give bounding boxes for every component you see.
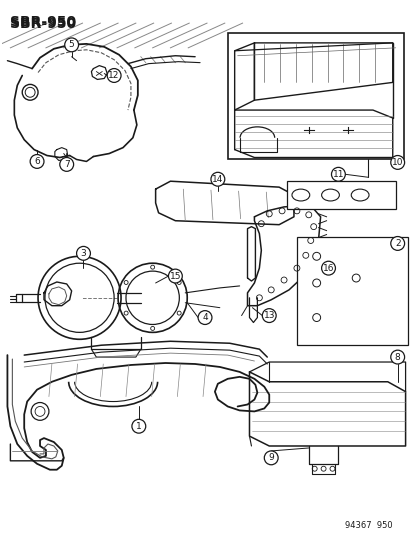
Text: 94367  950: 94367 950	[344, 521, 392, 530]
Text: 3: 3	[81, 249, 86, 258]
Circle shape	[198, 311, 211, 325]
Circle shape	[124, 280, 128, 285]
Text: 6: 6	[34, 157, 40, 166]
Circle shape	[168, 269, 182, 283]
Text: SBR-950: SBR-950	[10, 15, 76, 29]
Circle shape	[331, 167, 344, 181]
Bar	[286, 181, 395, 209]
Text: 15: 15	[169, 271, 181, 280]
Text: SBR-950: SBR-950	[10, 17, 76, 31]
Circle shape	[132, 419, 145, 433]
Text: 11: 11	[332, 170, 343, 179]
Circle shape	[30, 155, 44, 168]
Bar	[227, 33, 403, 159]
Circle shape	[263, 451, 278, 465]
Circle shape	[59, 157, 74, 171]
Circle shape	[177, 311, 181, 315]
Circle shape	[390, 156, 404, 169]
Text: 14: 14	[212, 175, 223, 184]
Circle shape	[64, 38, 78, 52]
Text: 2: 2	[394, 239, 399, 248]
Circle shape	[107, 69, 121, 83]
Text: 8: 8	[394, 352, 400, 361]
Circle shape	[390, 350, 404, 364]
Circle shape	[177, 280, 181, 285]
Text: 9: 9	[268, 454, 273, 462]
Text: 13: 13	[263, 311, 274, 320]
Text: 5: 5	[69, 41, 74, 50]
Text: 4: 4	[202, 313, 207, 322]
Text: 1: 1	[135, 422, 141, 431]
Text: 10: 10	[391, 158, 402, 167]
Text: 16: 16	[322, 264, 333, 273]
Circle shape	[150, 265, 154, 269]
Circle shape	[262, 309, 275, 322]
Circle shape	[76, 246, 90, 260]
Bar	[296, 237, 406, 345]
Circle shape	[124, 311, 128, 315]
Circle shape	[150, 326, 154, 330]
Circle shape	[321, 261, 335, 275]
Text: 12: 12	[108, 71, 119, 80]
Text: 7: 7	[64, 160, 69, 169]
Circle shape	[211, 172, 224, 186]
Circle shape	[390, 237, 404, 251]
